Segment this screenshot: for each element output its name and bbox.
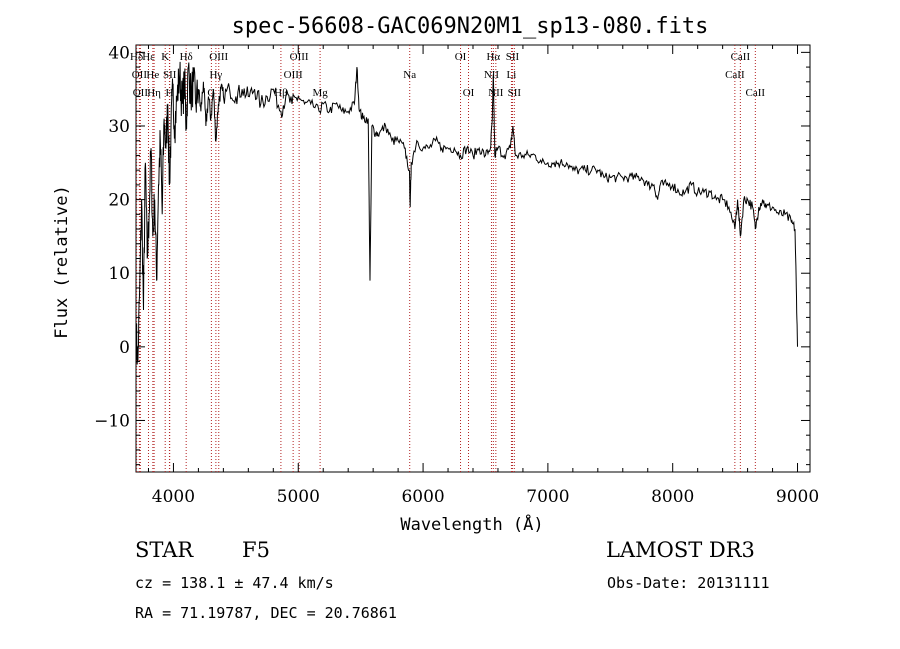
line-label-16: Mg bbox=[312, 87, 328, 99]
x-tick-label-5: 9000 bbox=[776, 487, 819, 507]
line-label-1: OII bbox=[132, 69, 148, 81]
x-tick-label-1: 5000 bbox=[277, 487, 320, 507]
line-label-28: CaII bbox=[746, 87, 766, 99]
line-label-8: H bbox=[165, 87, 173, 99]
y-axis-ticks: −10 0 10 20 30 40 bbox=[94, 43, 810, 466]
x-axis-label: Wavelength (Å) bbox=[400, 513, 543, 535]
spectral-line-labels: Hδ OII OII Hε He Hη K SII H Hδ OIII Hγ G OIII OIII Hβ Mg… bbox=[130, 51, 765, 99]
object-subclass: F5 bbox=[242, 538, 270, 562]
survey-name: LAMOST DR3 bbox=[606, 538, 755, 562]
line-label-22: NII bbox=[488, 87, 504, 99]
line-label-23: SII bbox=[506, 51, 520, 63]
line-label-9: Hδ bbox=[180, 51, 193, 63]
spectrum-line bbox=[135, 61, 798, 365]
line-label-7: SII bbox=[163, 69, 177, 81]
x-tick-label-0: 4000 bbox=[152, 487, 195, 507]
line-label-26: CaII bbox=[731, 51, 751, 63]
line-label-17: Na bbox=[403, 69, 416, 81]
line-label-0: Hδ bbox=[130, 51, 143, 63]
line-label-6: K bbox=[161, 51, 169, 63]
redshift-cz: cz = 138.1 ± 47.4 km/s bbox=[135, 574, 334, 592]
line-label-4: He bbox=[146, 69, 159, 81]
line-label-18: OI bbox=[455, 51, 467, 63]
line-label-3: Hε bbox=[142, 51, 155, 63]
x-axis-ticks: 4000 5000 6000 7000 8000 9000 bbox=[147, 45, 819, 507]
line-label-20: Hα bbox=[486, 51, 500, 63]
y-tick-label-1: 0 bbox=[119, 338, 130, 358]
y-tick-label-0: −10 bbox=[94, 411, 130, 431]
line-label-5: Hη bbox=[147, 87, 161, 99]
line-label-12: G bbox=[207, 87, 215, 99]
observation-date: Obs-Date: 20131111 bbox=[607, 574, 770, 592]
line-label-11: Hγ bbox=[209, 69, 222, 81]
x-tick-label-3: 7000 bbox=[526, 487, 569, 507]
y-tick-label-5: 40 bbox=[108, 43, 130, 63]
y-axis-label: Flux (relative) bbox=[52, 185, 72, 339]
line-label-2: OII bbox=[133, 87, 149, 99]
x-tick-label-4: 8000 bbox=[651, 487, 694, 507]
y-tick-label-3: 20 bbox=[108, 191, 130, 211]
line-label-21: NII bbox=[484, 69, 500, 81]
line-label-14: OIII bbox=[284, 69, 303, 81]
line-label-15: Hβ bbox=[274, 87, 288, 99]
y-tick-label-2: 10 bbox=[108, 264, 130, 284]
plot-frame bbox=[135, 44, 811, 473]
y-tick-label-4: 30 bbox=[108, 117, 130, 137]
line-label-19: OI bbox=[463, 87, 475, 99]
line-label-24: Li bbox=[507, 69, 517, 81]
line-label-13: OIII bbox=[290, 51, 309, 63]
spectral-line-markers bbox=[136, 45, 756, 472]
x-tick-label-2: 6000 bbox=[401, 487, 444, 507]
coordinates: RA = 71.19787, DEC = 20.76861 bbox=[135, 604, 397, 622]
line-label-25: SII bbox=[508, 87, 522, 99]
chart-title: spec-56608-GAC069N20M1_sp13-080.fits bbox=[232, 14, 709, 39]
line-label-27: CaII bbox=[725, 69, 745, 81]
object-class: STAR bbox=[135, 538, 194, 562]
line-label-10: OIII bbox=[209, 51, 228, 63]
